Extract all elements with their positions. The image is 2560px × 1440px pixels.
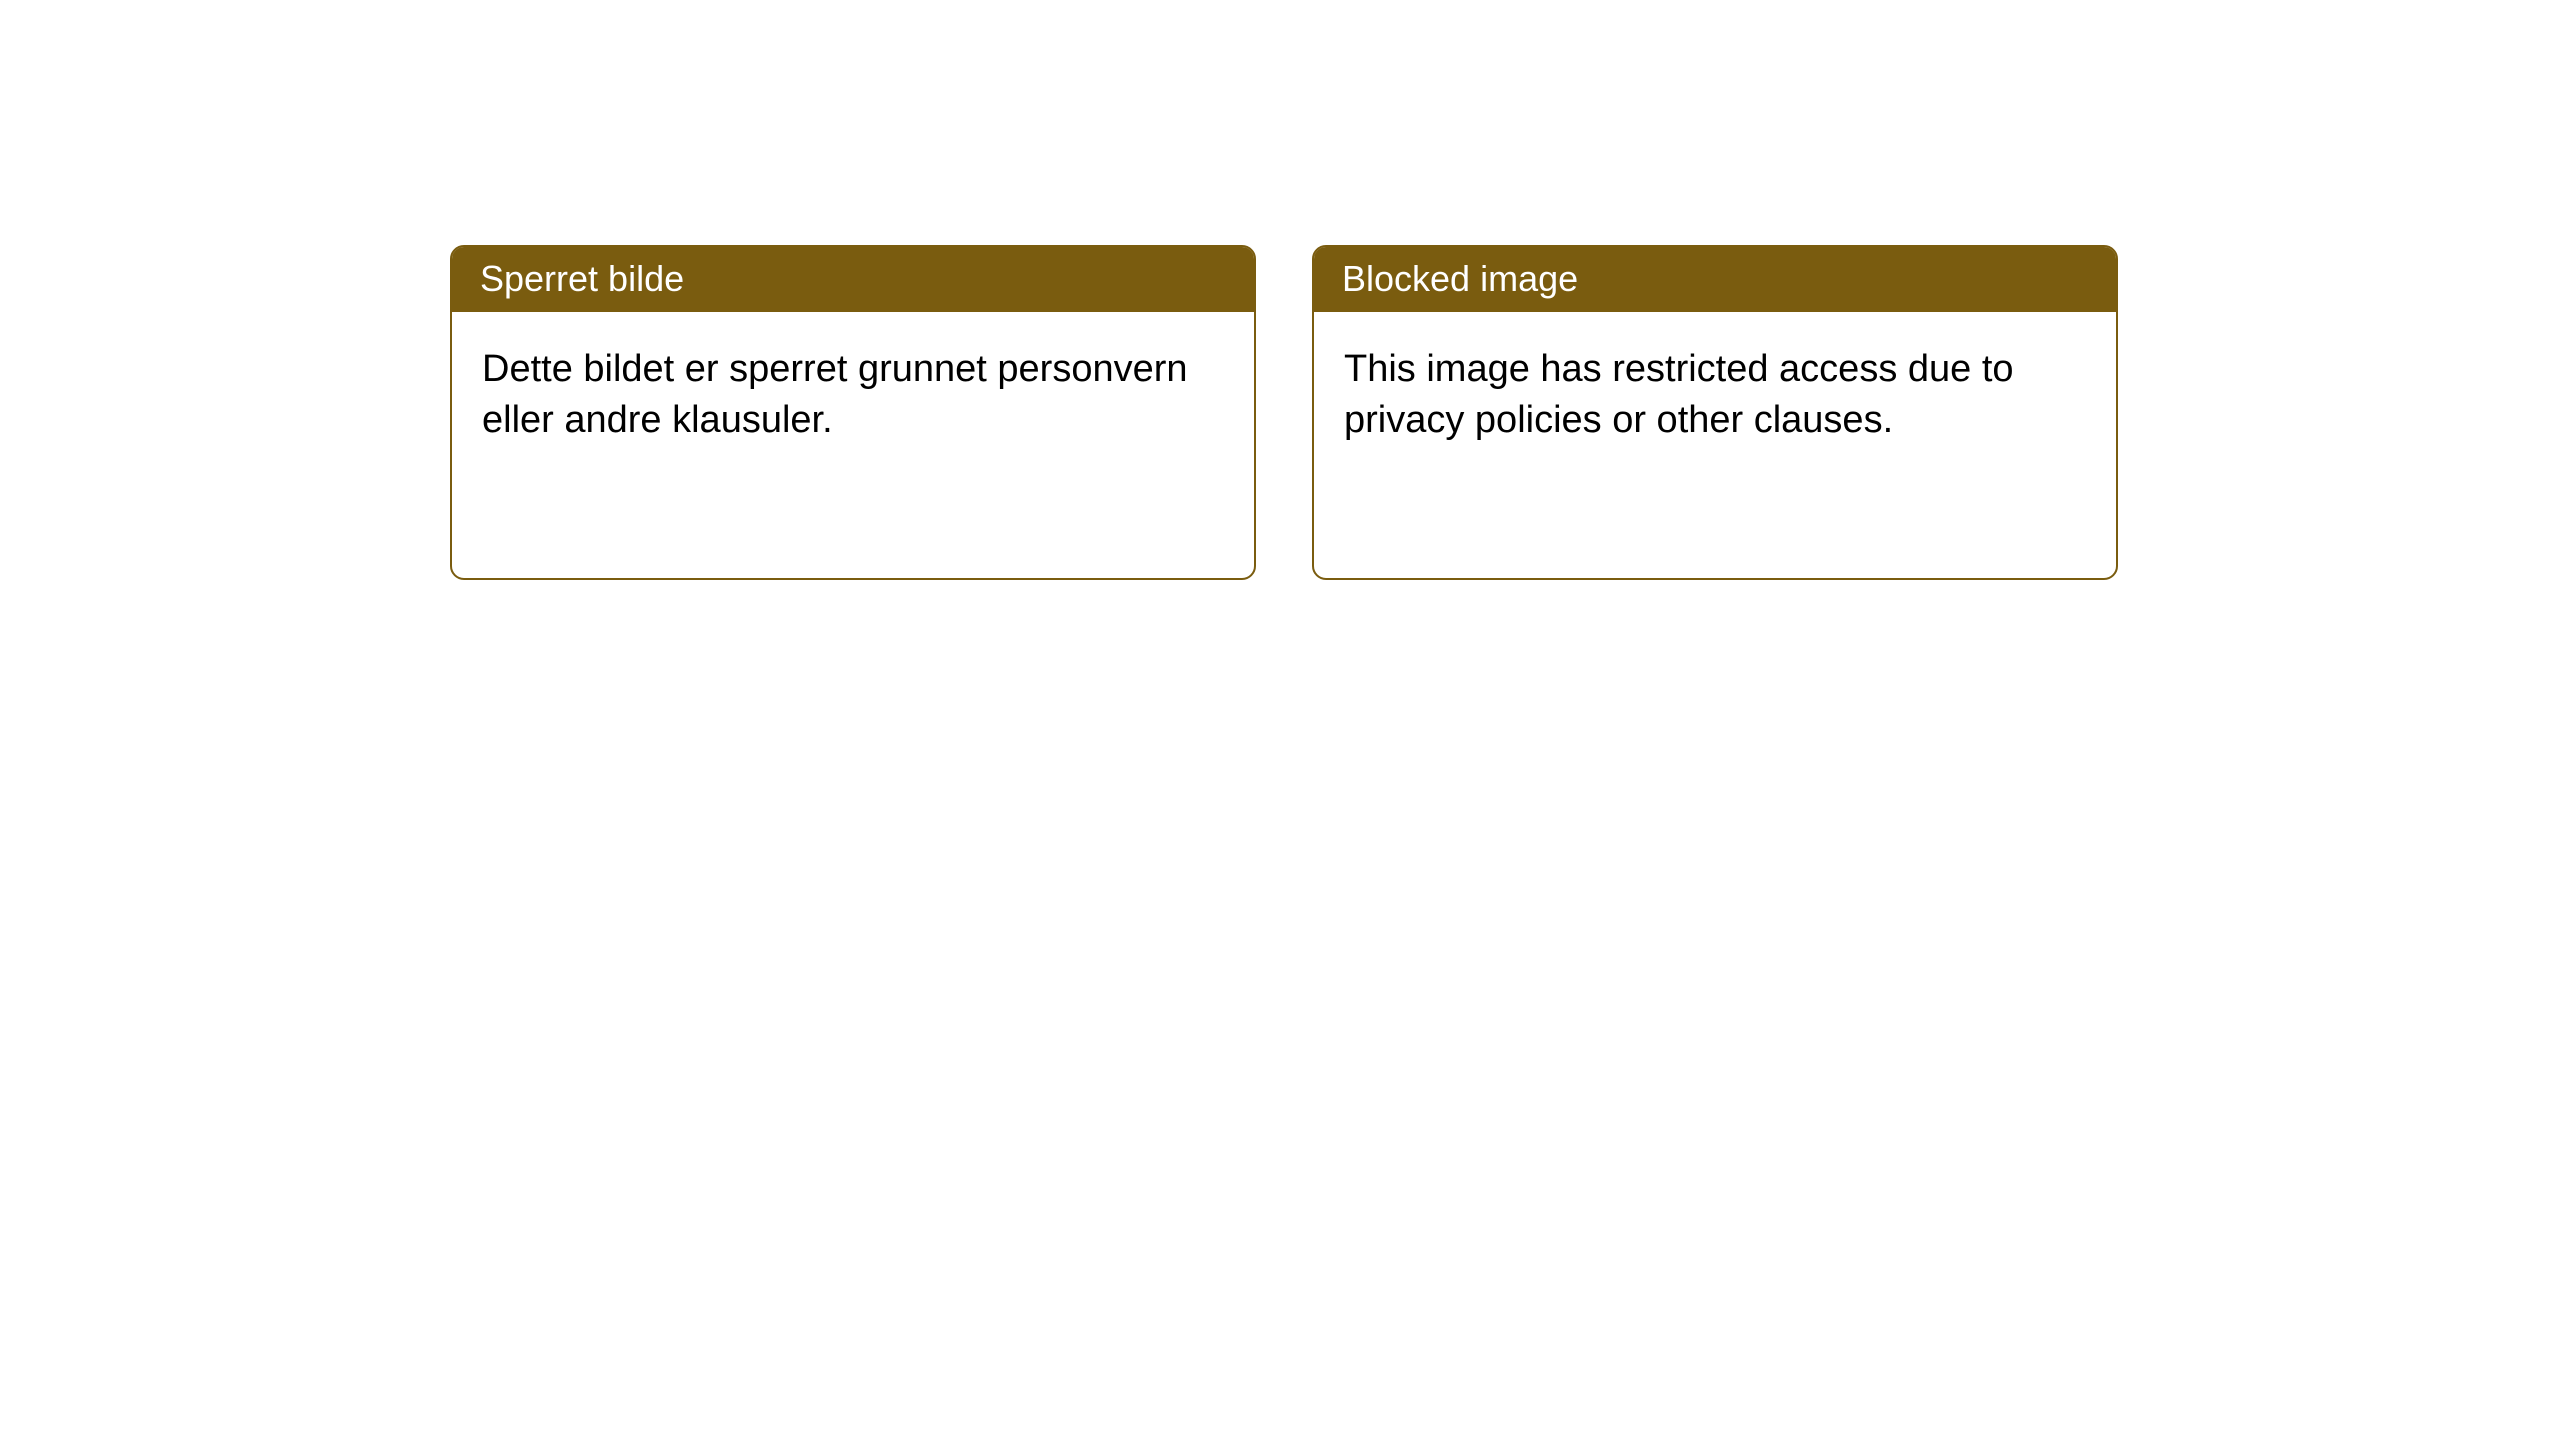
notice-card-english: Blocked image This image has restricted … <box>1312 245 2118 580</box>
notice-container: Sperret bilde Dette bildet er sperret gr… <box>0 0 2560 580</box>
notice-body: This image has restricted access due to … <box>1314 312 2116 479</box>
notice-body: Dette bildet er sperret grunnet personve… <box>452 312 1254 479</box>
notice-card-norwegian: Sperret bilde Dette bildet er sperret gr… <box>450 245 1256 580</box>
notice-header: Blocked image <box>1314 247 2116 312</box>
notice-header: Sperret bilde <box>452 247 1254 312</box>
